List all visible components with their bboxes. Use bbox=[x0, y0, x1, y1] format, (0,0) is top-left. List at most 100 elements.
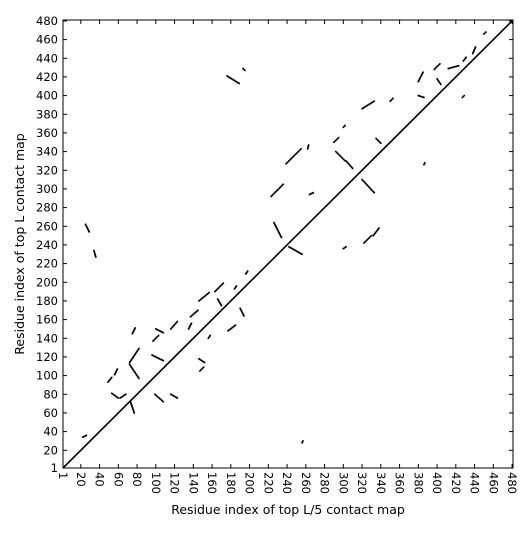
contact-point-lower bbox=[461, 96, 464, 99]
contact-point-upper bbox=[272, 193, 274, 196]
contact-point-lower bbox=[155, 395, 158, 397]
contact-point-lower bbox=[155, 394, 157, 396]
contact-point-lower bbox=[201, 360, 204, 363]
contact-point-lower bbox=[151, 354, 153, 356]
contact-point-upper bbox=[93, 249, 95, 252]
contact-point-lower bbox=[114, 395, 117, 397]
contact-point-lower bbox=[229, 328, 231, 331]
contact-point-lower bbox=[130, 401, 132, 404]
contact-point-upper bbox=[153, 339, 155, 341]
contact-point-lower bbox=[131, 368, 134, 370]
contact-point-upper bbox=[419, 77, 421, 79]
contact-point-upper bbox=[292, 155, 295, 158]
contact-point-upper bbox=[155, 336, 158, 339]
contact-point-upper bbox=[133, 355, 135, 357]
y-axis-label: Residue index of top L contact map bbox=[12, 133, 27, 354]
contact-point-lower bbox=[378, 227, 380, 229]
contact-point-upper bbox=[279, 186, 282, 188]
contact-point-lower bbox=[130, 402, 132, 405]
contact-point-lower bbox=[344, 160, 346, 162]
y-tick-label: 340 bbox=[36, 145, 58, 159]
x-tick-label: 200 bbox=[243, 472, 257, 494]
contact-point-lower bbox=[188, 326, 191, 328]
contact-point-upper bbox=[372, 100, 375, 103]
contact-point-lower bbox=[207, 337, 210, 340]
contact-point-lower bbox=[420, 95, 422, 98]
contact-point-upper bbox=[287, 161, 289, 163]
contact-point-upper bbox=[199, 299, 201, 301]
contact-point-lower bbox=[176, 397, 179, 399]
contact-point-lower bbox=[158, 358, 161, 360]
contact-point-upper bbox=[473, 50, 475, 52]
contact-point-upper bbox=[156, 335, 159, 338]
x-tick-label: 300 bbox=[336, 472, 350, 494]
contact-point-upper bbox=[418, 78, 421, 81]
contact-point-lower bbox=[291, 248, 294, 250]
contact-point-upper bbox=[282, 183, 285, 186]
contact-point-upper bbox=[275, 190, 277, 193]
contact-point-upper bbox=[276, 189, 279, 191]
contact-point-lower bbox=[273, 221, 275, 224]
contact-point-upper bbox=[435, 66, 437, 69]
contact-point-upper bbox=[131, 357, 134, 359]
x-tick-label: 40 bbox=[93, 472, 107, 487]
contact-point-upper bbox=[198, 300, 200, 302]
contact-point-upper bbox=[471, 52, 474, 55]
contact-point-upper bbox=[94, 254, 97, 256]
contact-point-upper bbox=[453, 66, 455, 68]
contact-point-lower bbox=[436, 78, 439, 81]
contact-point-lower bbox=[376, 229, 379, 231]
contact-point-upper bbox=[85, 224, 87, 227]
contact-point-upper bbox=[160, 330, 163, 333]
contact-point-lower bbox=[170, 394, 173, 396]
contact-point-lower bbox=[335, 150, 337, 153]
contact-point-upper bbox=[307, 147, 309, 149]
contact-point-lower bbox=[292, 248, 295, 251]
y-tick-label: 100 bbox=[36, 369, 58, 383]
contact-point-upper bbox=[204, 294, 207, 297]
contact-point-upper bbox=[219, 285, 222, 287]
x-axis-ticks: 1 20 40 60 80 100 120 140 160 180 200 220 240 260 280 3… bbox=[56, 20, 519, 494]
contact-point-upper bbox=[132, 330, 135, 332]
contact-point-lower bbox=[233, 325, 236, 327]
contact-point-lower bbox=[295, 250, 298, 252]
contact-point-lower bbox=[160, 399, 163, 401]
contact-point-lower bbox=[369, 235, 372, 238]
contact-point-lower bbox=[157, 396, 160, 399]
contact-point-lower bbox=[81, 436, 84, 438]
contact-point-lower bbox=[117, 397, 120, 399]
contact-point-lower bbox=[279, 233, 281, 236]
contact-point-lower bbox=[423, 163, 425, 166]
contact-point-upper bbox=[363, 106, 365, 109]
contact-point-upper bbox=[297, 150, 300, 153]
contact-point-upper bbox=[474, 46, 477, 48]
contact-point-upper bbox=[130, 359, 132, 362]
contact-point-lower bbox=[241, 312, 244, 314]
contact-point-lower bbox=[373, 191, 376, 194]
contact-point-lower bbox=[198, 358, 200, 360]
contact-point-lower bbox=[131, 367, 133, 369]
contact-point-upper bbox=[220, 284, 223, 286]
contact-point-upper bbox=[87, 229, 90, 231]
x-tick-label: 120 bbox=[168, 472, 182, 494]
x-tick-label: 240 bbox=[280, 472, 294, 494]
contact-point-upper bbox=[420, 74, 423, 76]
contact-point-upper bbox=[238, 82, 241, 85]
contact-point-upper bbox=[439, 63, 441, 65]
contact-point-upper bbox=[465, 56, 467, 59]
contact-point-upper bbox=[222, 282, 225, 284]
x-tick-label: 80 bbox=[130, 472, 144, 487]
y-axis-ticks: 1204060801001201401601802002202402602803… bbox=[36, 14, 513, 475]
contact-point-lower bbox=[421, 96, 423, 98]
contact-point-upper bbox=[300, 148, 302, 150]
contact-point-lower bbox=[346, 162, 349, 164]
contact-point-upper bbox=[137, 348, 140, 351]
contact-point-lower bbox=[120, 396, 122, 399]
contact-point-upper bbox=[275, 190, 278, 192]
contact-point-upper bbox=[107, 381, 109, 383]
contact-point-upper bbox=[115, 370, 118, 372]
contact-point-upper bbox=[133, 329, 136, 331]
diagonal-line bbox=[62, 19, 514, 469]
y-tick-label: 60 bbox=[43, 406, 58, 420]
contact-point-lower bbox=[279, 234, 282, 237]
